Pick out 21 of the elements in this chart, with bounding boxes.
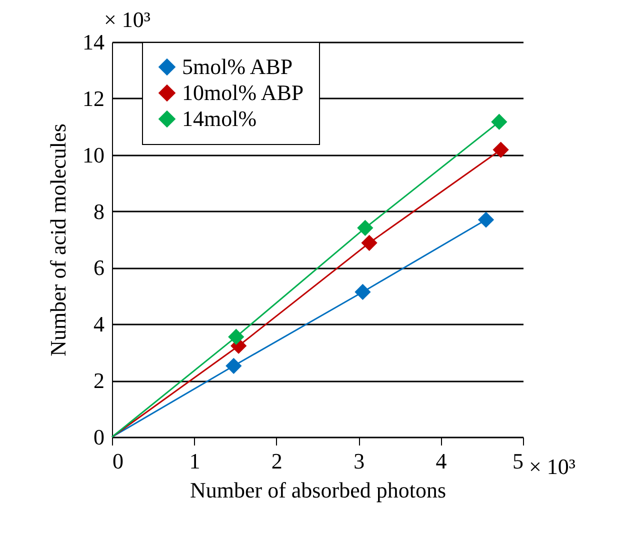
y-tick-label: 8 (94, 198, 104, 224)
y-tick-label: 10 (82, 142, 104, 168)
y-tick-label: 4 (94, 312, 104, 337)
legend-label: 5mol% ABP (182, 54, 293, 79)
y-tick-label: 6 (94, 255, 104, 280)
text: × 10³ (104, 7, 151, 32)
y-axis-title: Number of acid molecules (46, 124, 70, 356)
y-tick-label: 0 (94, 424, 104, 450)
y-tick-label: 2 (94, 368, 104, 394)
x-axis-title: Number of absorbed photons (190, 478, 446, 502)
x-tick-label: 1 (189, 448, 200, 474)
y-tick-label: 14 (82, 30, 104, 54)
x-tick-label: 5 (512, 448, 524, 474)
text: × 10³ (529, 454, 576, 479)
legend-label: 10mol% ABP (182, 80, 304, 105)
y-tick-label: 12 (82, 86, 104, 111)
x-tick-label: 2 (271, 448, 282, 474)
legend-label: 14mol% (182, 106, 257, 131)
x-tick-label: 0 (112, 448, 124, 474)
x-tick-label: 4 (436, 448, 447, 474)
x-tick-label: 3 (354, 448, 365, 474)
